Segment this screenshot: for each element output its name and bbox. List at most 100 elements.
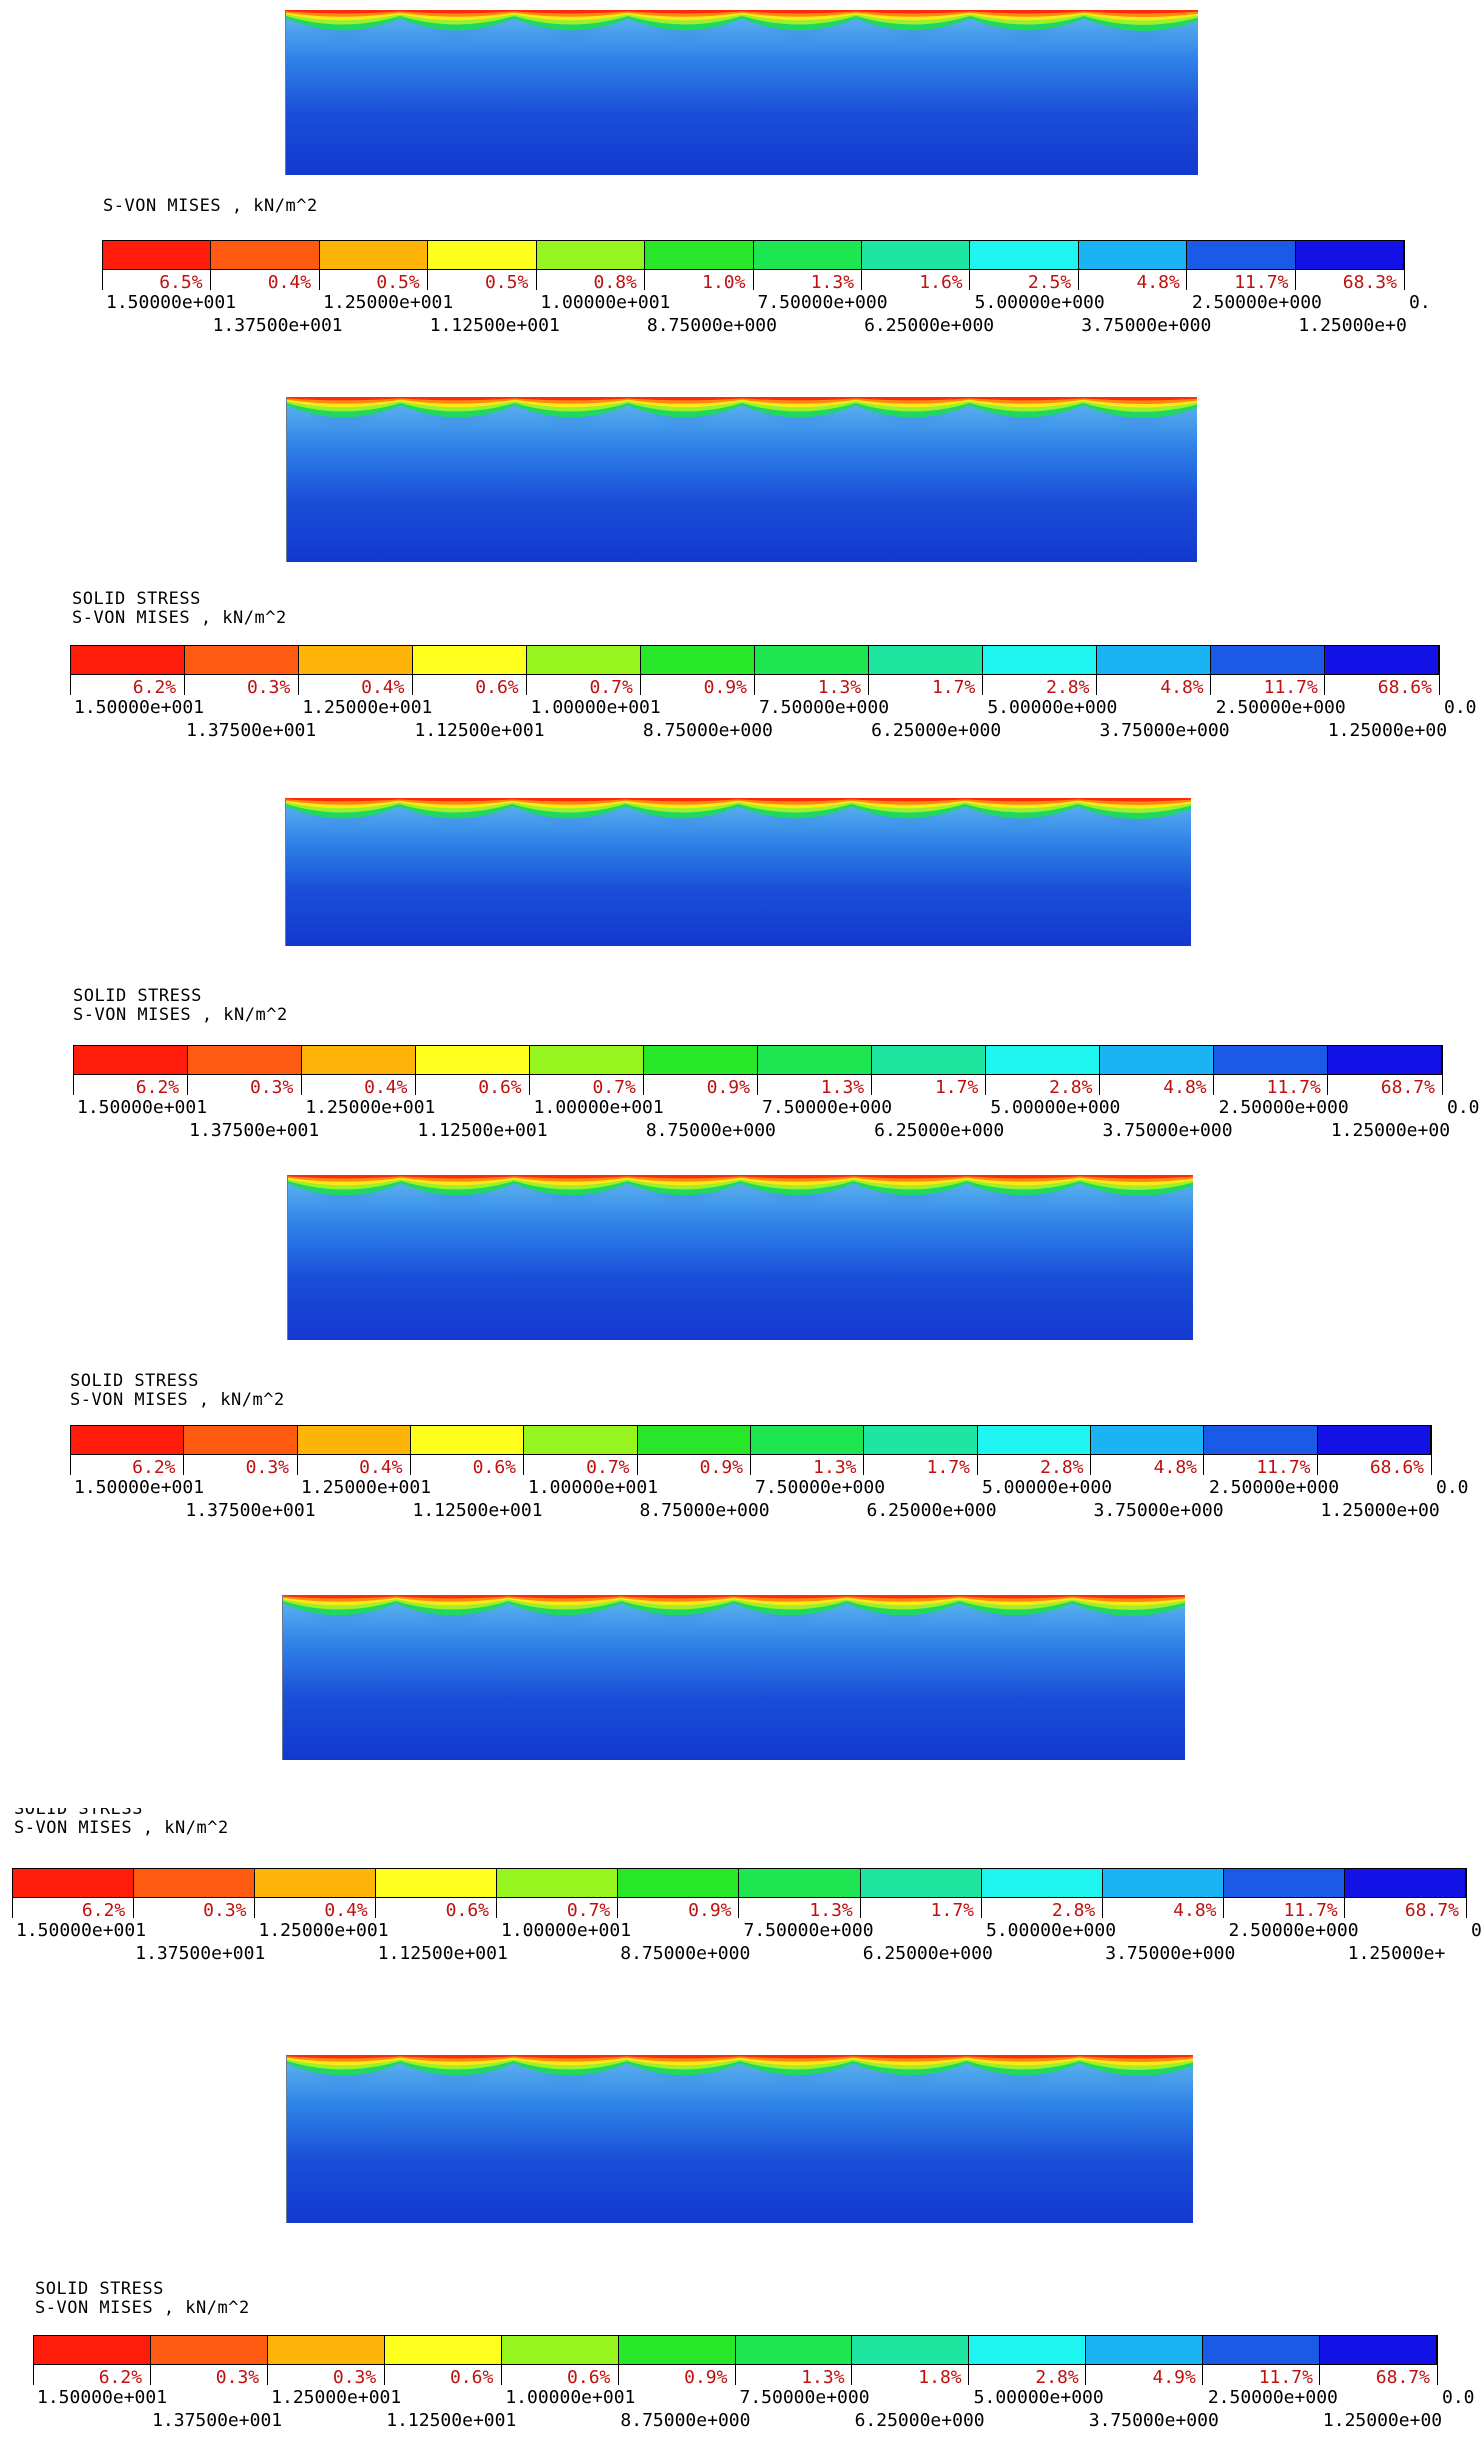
- legend-tick: [1085, 2365, 1087, 2385]
- legend-swatch: [969, 241, 1079, 290]
- legend-swatch: [427, 241, 537, 290]
- stress-bulb: [621, 2055, 746, 2172]
- legend-quantity: S-VON MISES , kN/m^2: [72, 608, 287, 628]
- legend-tick: [1319, 2365, 1321, 2385]
- legend-percent: 1.0%: [702, 272, 746, 293]
- legend-swatch: [1324, 646, 1439, 695]
- legend-percent: 0.4%: [267, 272, 312, 293]
- legend-value-label: 2.50000e+000: [1207, 2387, 1338, 2408]
- legend-tick: [754, 675, 755, 695]
- legend-percent: 1.7%: [931, 677, 976, 698]
- legend-value-label: 1.00000e+001: [501, 1920, 632, 1941]
- legend-swatch: [535, 241, 646, 290]
- legend-value-label: 1.00000e+001: [528, 1477, 659, 1498]
- stress-bulb: [393, 798, 518, 902]
- legend-value-label: 7.50000e+000: [759, 697, 890, 718]
- stress-bulb: [734, 1175, 860, 1290]
- stress-bulb: [390, 1595, 515, 1710]
- legend-swatch: [149, 2336, 268, 2385]
- legend-tick: [636, 1455, 638, 1475]
- legend-tick: [644, 270, 646, 290]
- stress-bulb: [850, 10, 976, 125]
- legend-swatch: [184, 646, 299, 695]
- stress-bulb: [508, 397, 634, 512]
- color-legend-bar: [73, 1045, 1443, 1095]
- legend-tick: [210, 270, 212, 290]
- stress-bulb: [1066, 1595, 1185, 1710]
- legend-tick: [301, 1075, 302, 1095]
- stress-bulb: [288, 1175, 407, 1290]
- legend-value-label: 1.25000e+00: [1330, 1120, 1451, 1141]
- legend-header: SOLID STRESS S-VON MISES , kN/m^2: [73, 987, 288, 1025]
- legend-percent: 11.7%: [1258, 2367, 1313, 2388]
- legend-percent: 4.8%: [1173, 1900, 1217, 1921]
- legend-value-label: 5.00000e+000: [982, 1477, 1113, 1498]
- legend-value-label: 1.50000e+001: [16, 1920, 147, 1941]
- legend-tick: [427, 270, 429, 290]
- legend-header: SOLID STRESS S-VON MISES , kN/m^2: [14, 1808, 229, 1838]
- legend-swatch: [383, 2336, 502, 2385]
- legend-swatch: [210, 241, 320, 290]
- legend-tick: [535, 270, 537, 290]
- legend-swatch: [1222, 1869, 1345, 1918]
- legend-tick: [266, 2365, 268, 2385]
- legend-value-label: 1.25000e+00: [1322, 2410, 1443, 2431]
- stress-bulb: [734, 2055, 859, 2172]
- legend-swatch: [1089, 1426, 1205, 1475]
- legend-tick: [415, 1075, 416, 1095]
- legend-tick: [184, 675, 185, 695]
- legend-value-label: 6.25000e+000: [854, 2410, 985, 2431]
- legend-percent: 68.6%: [1377, 677, 1432, 698]
- stress-bulb: [621, 1175, 747, 1290]
- legend-percent: 0.3%: [246, 677, 291, 698]
- legend-swatch: [859, 1869, 982, 1918]
- stress-bulb: [502, 1595, 627, 1710]
- legend-value-label: 2.50000e+000: [1228, 1920, 1359, 1941]
- stress-bulb: [394, 2055, 520, 2172]
- legend-value-label: 5.00000e+000: [973, 2387, 1104, 2408]
- stress-bulb: [953, 1595, 1078, 1710]
- legend-value-label: 1.50000e+001: [74, 1477, 205, 1498]
- legend-value-label: 6.25000e+000: [871, 720, 1002, 741]
- contour-field: [287, 2055, 1193, 2172]
- stress-bulb: [506, 798, 632, 902]
- legend-percent: 0.5%: [484, 272, 529, 293]
- legend-percent: 0.9%: [684, 2367, 728, 2388]
- legend-tick: [1294, 270, 1296, 290]
- legend-tick: [1437, 2365, 1438, 2385]
- legend-value-label: 5.00000e+000: [986, 1920, 1117, 1941]
- color-legend-bar: [33, 2335, 1438, 2385]
- legend-tick: [1316, 1455, 1318, 1475]
- legend-value-label: 1.25000e+001: [258, 1920, 389, 1941]
- legend-tick: [1404, 270, 1405, 290]
- legend-percent: 0.4%: [364, 1077, 408, 1098]
- contour-plot: [285, 10, 1198, 175]
- legend-quantity: S-VON MISES , kN/m^2: [73, 1005, 288, 1025]
- legend-value-label: 8.75000e+000: [620, 2410, 751, 2431]
- legend-value-label: 6.25000e+000: [866, 1500, 997, 1521]
- stress-bulb: [728, 1595, 853, 1710]
- legend-tick: [375, 1898, 377, 1918]
- legend-swatch: [1343, 1869, 1466, 1918]
- legend-value-label: 8.75000e+000: [620, 1943, 751, 1964]
- legend-percent: 68.7%: [1380, 1077, 1435, 1098]
- legend-tick: [968, 2365, 970, 2385]
- legend-percent: 11.7%: [1266, 1077, 1321, 1098]
- surface-stress-band: [283, 1595, 1185, 1599]
- color-legend-bar: [12, 1868, 1467, 1918]
- legend-title: SOLID STRESS: [73, 986, 202, 1006]
- stress-bulb: [963, 397, 1089, 512]
- legend-percent: 0.7%: [586, 1457, 630, 1478]
- legend-percent: 11.7%: [1256, 1457, 1311, 1478]
- stress-bulb: [961, 1175, 1086, 1290]
- legend-percent: 1.3%: [801, 2367, 845, 2388]
- legend-value-label: 1.37500e+001: [135, 1943, 266, 1964]
- stress-bulb: [964, 10, 1090, 125]
- legend-tick: [643, 1075, 644, 1095]
- legend-value-label: 1.12500e+001: [429, 315, 560, 336]
- legend-tick: [976, 1455, 978, 1475]
- legend-value-label: 1.00000e+001: [505, 2387, 636, 2408]
- legend-percent: 4.8%: [1153, 1457, 1197, 1478]
- legend-tick: [254, 1898, 256, 1918]
- legend-percent: 0.9%: [706, 1077, 750, 1098]
